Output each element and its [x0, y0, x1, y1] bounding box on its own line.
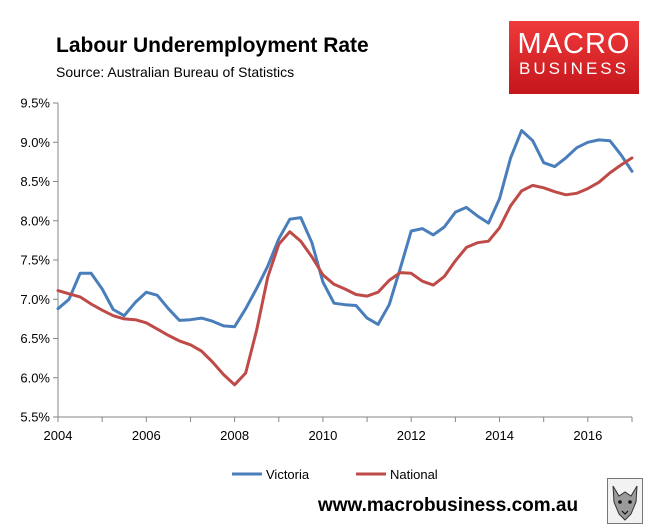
y-tick-label: 9.0% — [20, 135, 50, 150]
y-tick-label: 9.5% — [20, 96, 50, 111]
y-tick-label: 6.0% — [20, 370, 50, 385]
chart-title: Labour Underemployment Rate — [56, 34, 369, 57]
x-tick-label: 2006 — [132, 428, 161, 443]
logo-line-1: MACRO — [517, 28, 631, 60]
logo-line-2: BUSINESS — [519, 59, 629, 78]
y-tick-label: 8.5% — [20, 174, 50, 189]
y-tick-label: 6.5% — [20, 331, 50, 346]
x-tick-label: 2004 — [44, 428, 73, 443]
y-tick-label: 7.5% — [20, 253, 50, 268]
macrobusiness-logo: MACRO BUSINESS — [509, 21, 639, 94]
wolf-mascot-icon — [607, 478, 643, 524]
x-tick-label: 2014 — [485, 428, 514, 443]
chart-subtitle: Source: Australian Bureau of Statistics — [56, 64, 295, 80]
x-tick-label: 2010 — [308, 428, 337, 443]
x-tick-label: 2008 — [220, 428, 249, 443]
y-tick-label: 8.0% — [20, 213, 50, 228]
series-line-national — [56, 156, 634, 387]
website-url: www.macrobusiness.com.au — [318, 495, 579, 516]
legend-label-national: National — [390, 467, 438, 482]
legend-label-victoria: Victoria — [266, 467, 310, 482]
y-tick-label: 5.5% — [20, 410, 50, 425]
y-tick-label: 7.0% — [20, 292, 50, 307]
x-tick-label: 2012 — [397, 428, 426, 443]
x-tick-label: 2016 — [573, 428, 602, 443]
series-line-victoria — [56, 129, 634, 329]
